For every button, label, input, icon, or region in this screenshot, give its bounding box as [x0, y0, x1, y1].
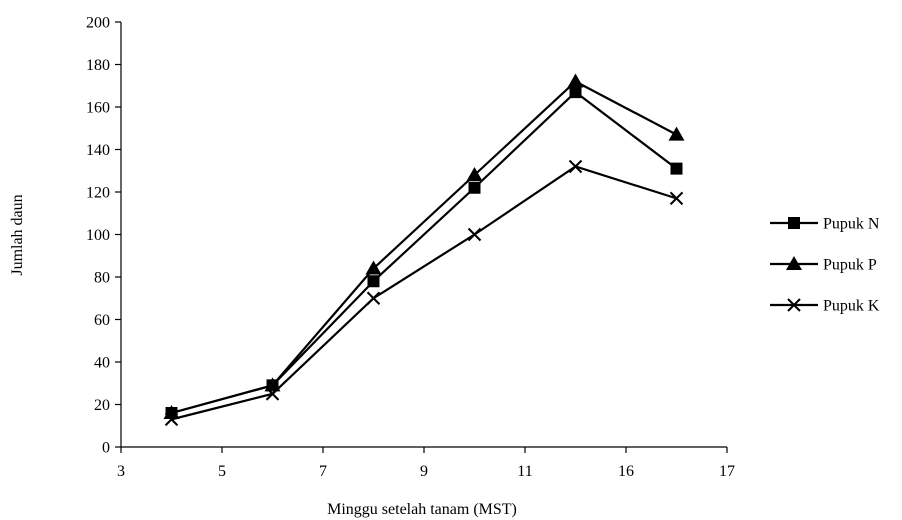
square-marker	[670, 162, 683, 175]
x-tick-label: 5	[218, 463, 226, 480]
triangle-marker	[264, 377, 281, 392]
legend-item: Pupuk N	[770, 216, 880, 233]
chart-series	[163, 73, 685, 427]
x-tick-label: 9	[420, 463, 428, 480]
x-marker	[568, 159, 583, 174]
series-pupuk-k	[164, 159, 684, 427]
x-axis-title: Minggu setelah tanam (MST)	[327, 501, 517, 518]
x-tick-label: 16	[618, 463, 634, 480]
triangle-marker	[466, 167, 483, 181]
square-marker	[468, 181, 481, 194]
series-pupuk-p	[163, 73, 685, 419]
legend-label: Pupuk K	[823, 298, 880, 315]
legend-item: Pupuk K	[770, 298, 880, 315]
y-tick-label: 60	[94, 312, 110, 329]
y-tick-label: 80	[94, 270, 110, 287]
triangle-marker	[567, 73, 584, 88]
chart-legend: Pupuk N Pupuk P Pupuk K	[770, 216, 880, 315]
x-tick-label: 11	[517, 463, 532, 480]
y-tick-label: 20	[94, 397, 110, 414]
x-marker	[366, 291, 381, 305]
triangle-marker	[786, 256, 802, 270]
x-tick-label: 3	[117, 463, 125, 480]
y-tick-label: 100	[86, 227, 110, 244]
legend-item: Pupuk P	[770, 256, 877, 274]
y-tick-label: 140	[86, 142, 110, 159]
x-marker	[164, 412, 179, 427]
series-pupuk-n	[165, 86, 683, 419]
square-marker	[367, 275, 380, 288]
x-tick-label: 17	[719, 463, 735, 480]
legend-label: Pupuk P	[823, 257, 877, 274]
triangle-marker	[668, 126, 685, 141]
series-line	[171, 90, 678, 415]
y-tick-label: 40	[94, 355, 110, 372]
x-tick-label: 7	[319, 463, 327, 480]
x-marker	[787, 298, 801, 312]
y-tick-label: 120	[86, 185, 110, 202]
triangle-marker	[365, 260, 382, 275]
series-line	[171, 165, 677, 421]
y-axis-ticks: 0 20 40 60 80 100 120 140 160 180 200	[86, 15, 121, 457]
y-tick-label: 200	[86, 15, 110, 32]
x-marker	[265, 387, 280, 401]
y-axis-title: Jumlah daun	[9, 194, 26, 275]
x-marker	[467, 227, 482, 242]
series-line	[171, 80, 678, 415]
y-tick-label: 180	[86, 57, 110, 74]
square-marker	[788, 217, 800, 229]
y-tick-label: 0	[102, 440, 110, 457]
x-marker	[669, 191, 684, 206]
y-tick-label: 160	[86, 100, 110, 117]
legend-label: Pupuk N	[823, 216, 880, 233]
square-marker	[569, 86, 582, 99]
x-axis-ticks: 3 5 7 9 11 16 17	[117, 447, 735, 480]
